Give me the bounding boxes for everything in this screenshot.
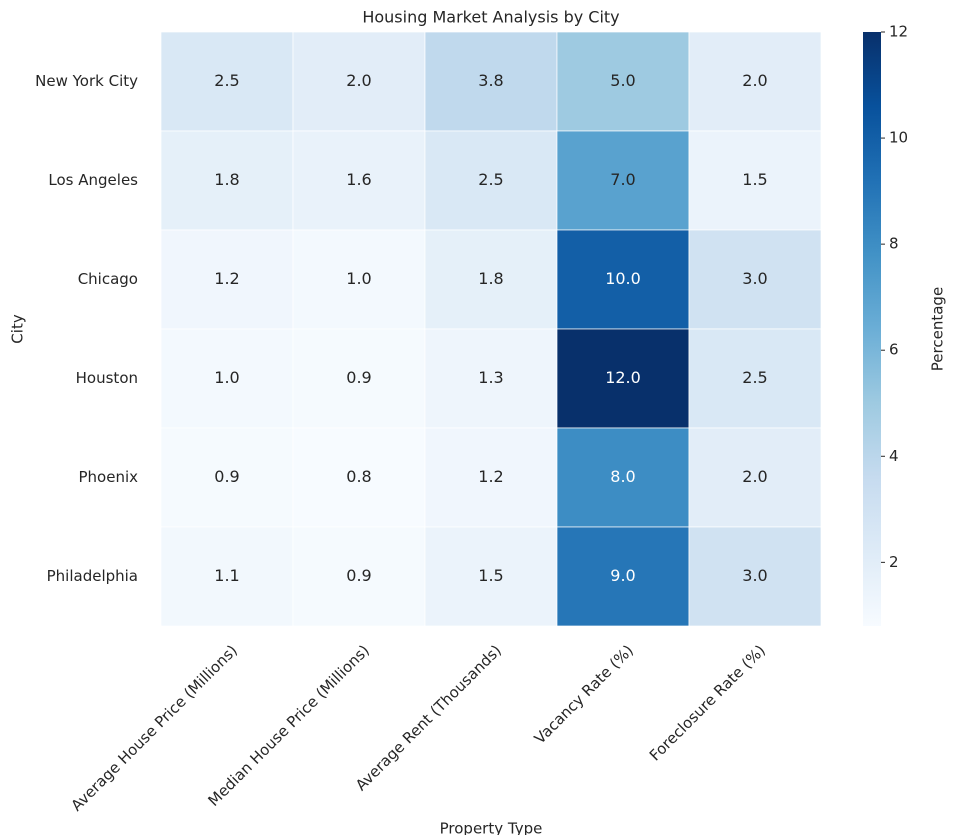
cell-label: 1.1 xyxy=(214,566,239,585)
heatmap-cell xyxy=(556,526,690,627)
heatmap-cell xyxy=(292,130,426,231)
cell-label: 0.8 xyxy=(346,467,371,486)
heatmap-cell xyxy=(688,31,822,132)
cell-label: 0.9 xyxy=(346,566,371,585)
heatmap-cell xyxy=(688,229,822,330)
x-tick-label: Median House Price (Millions) xyxy=(205,641,373,809)
heatmap-cell xyxy=(292,526,426,627)
heatmap-cell xyxy=(292,229,426,330)
heatmap-cell xyxy=(688,328,822,429)
heatmap-cell xyxy=(556,328,690,429)
heatmap-cell xyxy=(160,130,294,231)
heatmap-cell xyxy=(292,31,426,132)
cell-label: 2.5 xyxy=(742,368,767,387)
y-tick-label: Houston xyxy=(76,369,138,387)
x-tick-label: Vacancy Rate (%) xyxy=(531,641,637,747)
heatmap-cell xyxy=(424,427,558,528)
x-tick-label: Average Rent (Thousands) xyxy=(352,641,505,794)
colorbar-label: Percentage xyxy=(929,287,947,371)
heatmap-cell xyxy=(556,31,690,132)
cell-label: 2.5 xyxy=(478,170,503,189)
cell-label: 0.9 xyxy=(214,467,239,486)
colorbar-tick-label: 2 xyxy=(889,553,899,571)
y-tick-label: Phoenix xyxy=(78,468,138,486)
heatmap-cell xyxy=(424,130,558,231)
cell-label: 3.8 xyxy=(478,71,503,90)
heatmap-cell xyxy=(292,328,426,429)
cell-label: 7.0 xyxy=(610,170,635,189)
cell-label: 2.5 xyxy=(214,71,239,90)
colorbar-tick-label: 6 xyxy=(889,341,899,359)
heatmap-cell xyxy=(424,526,558,627)
x-tick-label: Foreclosure Rate (%) xyxy=(646,641,769,764)
heatmap-cell xyxy=(160,427,294,528)
cell-label: 8.0 xyxy=(610,467,635,486)
heatmap-cell xyxy=(688,130,822,231)
heatmap-cell xyxy=(292,427,426,528)
colorbar-tick-label: 12 xyxy=(889,23,908,41)
y-tick-label: Philadelphia xyxy=(47,567,138,585)
cell-label: 1.2 xyxy=(478,467,503,486)
cell-label: 9.0 xyxy=(610,566,635,585)
cell-label: 3.0 xyxy=(742,566,767,585)
cell-label: 1.5 xyxy=(478,566,503,585)
cell-label: 1.2 xyxy=(214,269,239,288)
heatmap-cell xyxy=(424,31,558,132)
x-axis-label: Property Type xyxy=(440,820,543,835)
y-tick-label: Los Angeles xyxy=(48,171,138,189)
cell-label: 12.0 xyxy=(605,368,641,387)
heatmap-cell xyxy=(688,526,822,627)
heatmap-cell xyxy=(424,328,558,429)
colorbar-tick-label: 8 xyxy=(889,235,899,253)
colorbar-tick-label: 10 xyxy=(889,129,908,147)
cell-label: 2.0 xyxy=(346,71,371,90)
cell-label: 1.6 xyxy=(346,170,371,189)
cell-label: 10.0 xyxy=(605,269,641,288)
colorbar-tick-label: 4 xyxy=(889,447,899,465)
cell-label: 2.0 xyxy=(742,71,767,90)
heatmap-cell xyxy=(688,427,822,528)
cell-label: 1.0 xyxy=(214,368,239,387)
chart-title: Housing Market Analysis by City xyxy=(362,8,619,27)
y-tick-label: Chicago xyxy=(78,270,138,288)
cell-label: 5.0 xyxy=(610,71,635,90)
cell-label: 1.8 xyxy=(214,170,239,189)
heatmap-cell xyxy=(556,229,690,330)
cell-label: 1.3 xyxy=(478,368,503,387)
cell-label: 0.9 xyxy=(346,368,371,387)
colorbar xyxy=(863,32,881,626)
heatmap-cell xyxy=(160,328,294,429)
heatmap-cell xyxy=(160,526,294,627)
heatmap-cell xyxy=(160,31,294,132)
heatmap-cell xyxy=(424,229,558,330)
cell-label: 2.0 xyxy=(742,467,767,486)
cell-label: 1.5 xyxy=(742,170,767,189)
y-axis-label: City xyxy=(9,314,27,344)
cell-label: 3.0 xyxy=(742,269,767,288)
cell-label: 1.8 xyxy=(478,269,503,288)
y-tick-label: New York City xyxy=(35,72,138,90)
cell-label: 1.0 xyxy=(346,269,371,288)
